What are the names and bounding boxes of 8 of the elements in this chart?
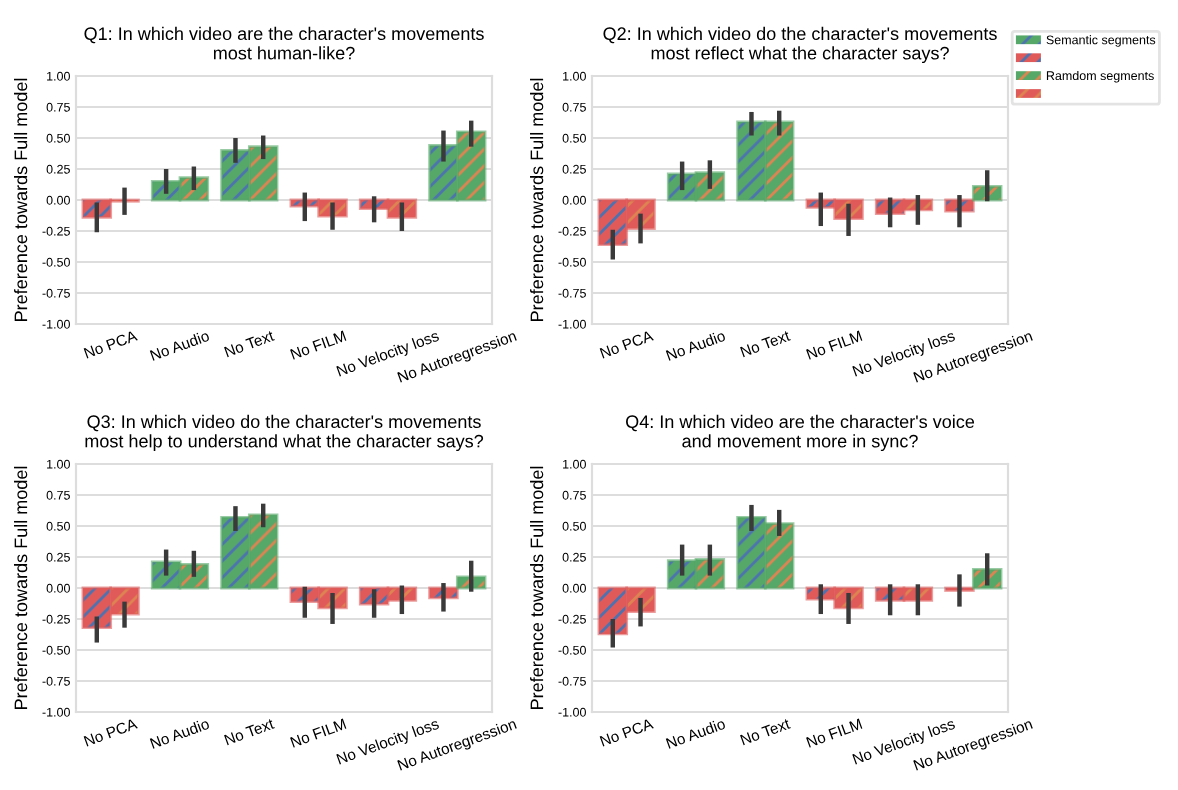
- chart-title: Q3: In which video do the character's movements most help to understand what the character says?: [85, 414, 484, 452]
- chart-title: Q2: In which video do the character's movements most reflect what the character says?: [603, 26, 997, 64]
- y-axis-title: Preference towards Full model: [530, 78, 544, 321]
- y-axis-title: Preference towards Full model: [14, 466, 28, 709]
- chart-title: Q4: In which video are the character's voice and movement more in sync?: [626, 414, 975, 452]
- y-axis-title: Preference towards Full model: [14, 78, 28, 321]
- chart-title: Q1: In which video are the character's movements most human-like?: [84, 26, 484, 60]
- y-axis-title: Preference towards Full model: [530, 466, 544, 709]
